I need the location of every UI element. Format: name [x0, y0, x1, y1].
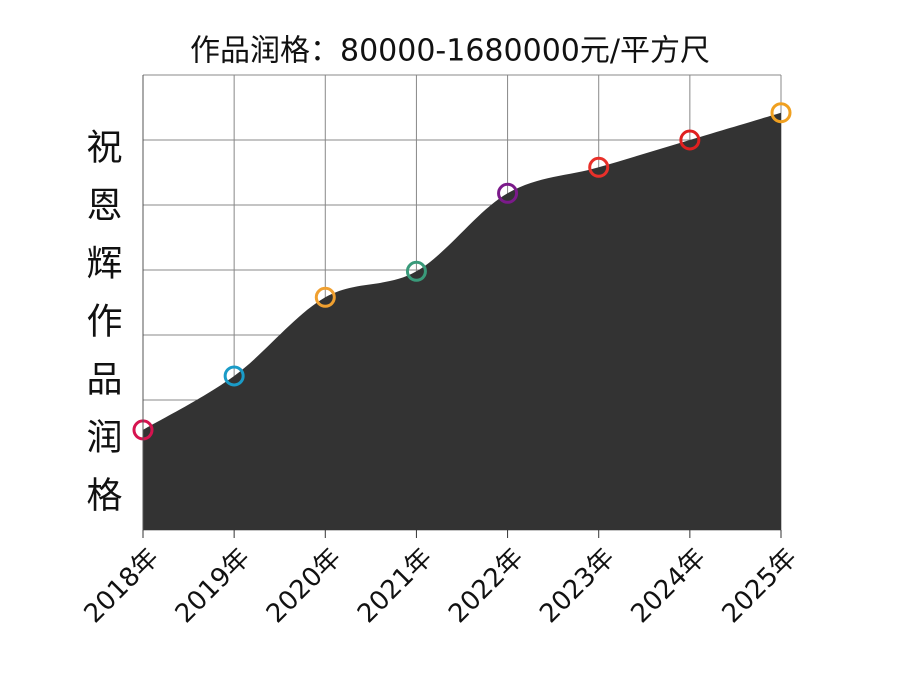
x-tick-label: 2023年 [534, 543, 620, 629]
marker [497, 182, 519, 204]
y-axis-label: 祝恩辉作品润格 [81, 128, 122, 534]
marker [405, 260, 427, 282]
x-tick-label: 2024年 [625, 543, 711, 629]
marker [314, 286, 336, 308]
area [143, 112, 781, 530]
x-tick-label: 2022年 [443, 543, 529, 629]
x-tick-label: 2020年 [261, 543, 347, 629]
marker [223, 365, 245, 387]
x-tick-label: 2021年 [352, 543, 438, 629]
marker [588, 156, 610, 178]
x-tick-label: 2018年 [79, 543, 165, 629]
x-tick-label: 2019年 [170, 543, 256, 629]
marker [770, 102, 792, 124]
marker [679, 129, 701, 151]
x-tick-label: 2025年 [717, 543, 803, 629]
chart-title: 作品润格：80000-1680000元/平方尺 [190, 34, 710, 69]
